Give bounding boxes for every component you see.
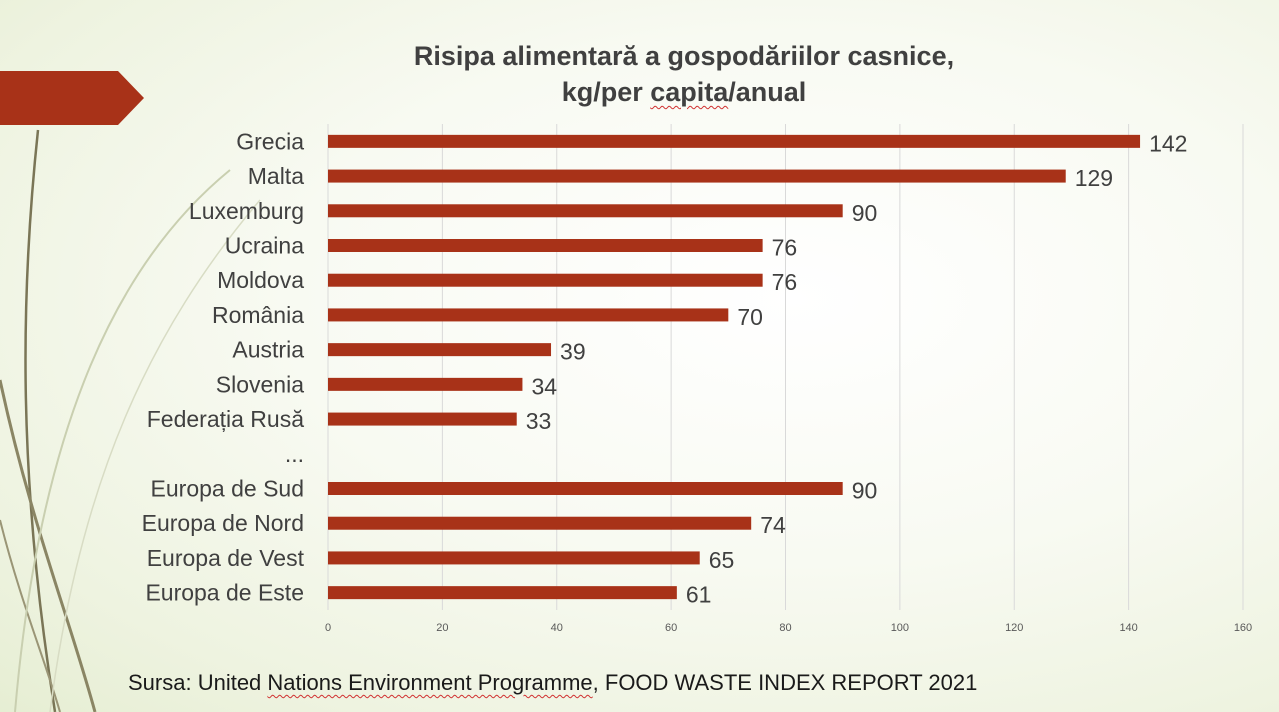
category-label: Austria bbox=[232, 337, 304, 363]
chart-title: Risipa alimentară a gospodăriilor casnic… bbox=[334, 38, 1034, 110]
bar bbox=[328, 343, 552, 357]
title-line-2-end: /anual bbox=[728, 77, 807, 107]
deco-curve-1 bbox=[24, 129, 57, 712]
deco-curve-5 bbox=[49, 199, 261, 712]
data-label: 39 bbox=[560, 339, 586, 365]
category-label: Grecia bbox=[236, 128, 304, 154]
deco-curve-3 bbox=[0, 519, 61, 712]
x-tick-label: 80 bbox=[779, 622, 791, 634]
category-label: Europa de Vest bbox=[147, 545, 305, 571]
category-label: ... bbox=[285, 441, 304, 467]
category-label: Moldova bbox=[217, 267, 304, 293]
x-tick-label: 20 bbox=[436, 622, 448, 634]
deco-curve-4 bbox=[14, 169, 231, 712]
data-label: 142 bbox=[1149, 130, 1187, 156]
x-tick-label: 100 bbox=[891, 622, 909, 634]
source-note: Sursa: United Nations Environment Progra… bbox=[128, 670, 977, 696]
deco-curve-2 bbox=[0, 379, 97, 712]
data-label: 90 bbox=[852, 478, 878, 504]
bar bbox=[328, 516, 752, 530]
category-label: Ucraina bbox=[225, 233, 304, 259]
title-line-1: Risipa alimentară a gospodăriilor casnic… bbox=[413, 41, 955, 71]
source-text-start: Sursa: United bbox=[128, 670, 268, 695]
data-label: 90 bbox=[852, 200, 878, 226]
bar bbox=[328, 273, 763, 287]
data-label: 34 bbox=[531, 373, 557, 399]
category-label: România bbox=[212, 302, 304, 328]
bar bbox=[328, 377, 523, 391]
title-line-2-start: kg/per bbox=[561, 77, 651, 107]
bar bbox=[328, 308, 729, 322]
x-tick-label: 120 bbox=[1005, 622, 1023, 634]
bar bbox=[328, 551, 700, 565]
title-line-2: kg/per capita/anual bbox=[334, 74, 1034, 110]
category-label: Europa de Nord bbox=[142, 510, 304, 536]
category-label: Slovenia bbox=[216, 371, 304, 397]
category-label: Luxemburg bbox=[189, 198, 304, 224]
x-tick-label: 40 bbox=[551, 622, 563, 634]
x-tick-label: 160 bbox=[1234, 622, 1252, 634]
x-tick-label: 0 bbox=[325, 622, 331, 634]
bar bbox=[328, 204, 843, 218]
data-label: 74 bbox=[760, 512, 786, 538]
category-label: Europa de Este bbox=[145, 580, 304, 606]
source-text-end: , FOOD WASTE INDEX REPORT 2021 bbox=[592, 670, 978, 695]
data-label: 61 bbox=[686, 582, 712, 608]
source-text-underlined: Nations Environment Programme bbox=[267, 670, 593, 695]
bar bbox=[328, 412, 517, 426]
x-tick-label: 60 bbox=[665, 622, 677, 634]
data-label: 70 bbox=[737, 304, 763, 330]
data-label: 76 bbox=[772, 235, 798, 261]
accent-arrow bbox=[0, 71, 144, 125]
bar bbox=[328, 169, 1066, 183]
x-tick-label: 140 bbox=[1119, 622, 1137, 634]
data-label: 33 bbox=[526, 408, 552, 434]
bar bbox=[328, 586, 677, 600]
bar bbox=[328, 239, 763, 252]
category-label: Federația Rusă bbox=[147, 406, 304, 432]
data-label: 129 bbox=[1075, 165, 1113, 191]
bar bbox=[328, 134, 1141, 148]
bar bbox=[328, 482, 843, 495]
category-label: Malta bbox=[248, 163, 304, 189]
data-label: 76 bbox=[772, 269, 798, 295]
category-label: Europa de Sud bbox=[151, 476, 304, 502]
data-label: 65 bbox=[709, 547, 735, 573]
title-line-2-underlined: capita bbox=[650, 77, 729, 107]
